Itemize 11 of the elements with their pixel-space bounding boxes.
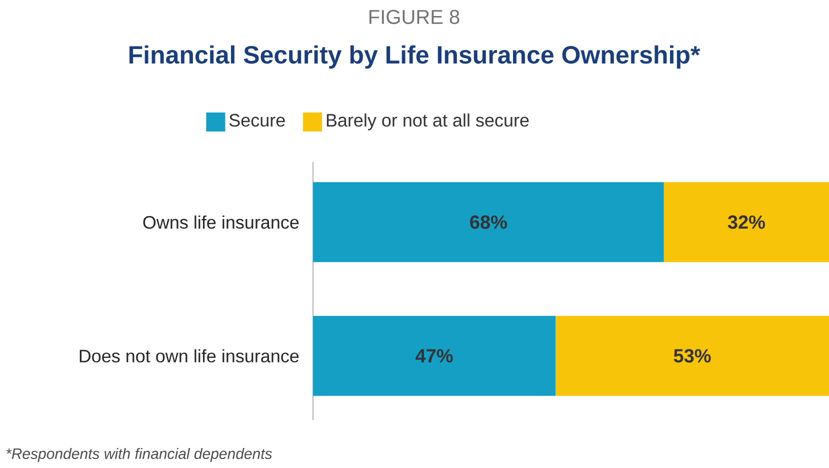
data-label: 53% bbox=[674, 349, 711, 363]
y-tick-label: Owns life insurance bbox=[143, 216, 299, 229]
y-tick-label: Does not own life insurance bbox=[80, 349, 299, 362]
legend-label: Barely or not at all secure bbox=[326, 113, 529, 130]
chart-subtitle: FIGURE 8 bbox=[370, 10, 460, 24]
data-label: 32% bbox=[728, 215, 765, 229]
data-label: 68% bbox=[470, 215, 507, 229]
data-label: 47% bbox=[416, 349, 453, 363]
chart-title: Financial Security by Life Insurance Ownership* bbox=[129, 45, 700, 69]
legend-label: Secure bbox=[229, 114, 285, 127]
text: *Respondents with financial dependents bbox=[6, 448, 272, 462]
